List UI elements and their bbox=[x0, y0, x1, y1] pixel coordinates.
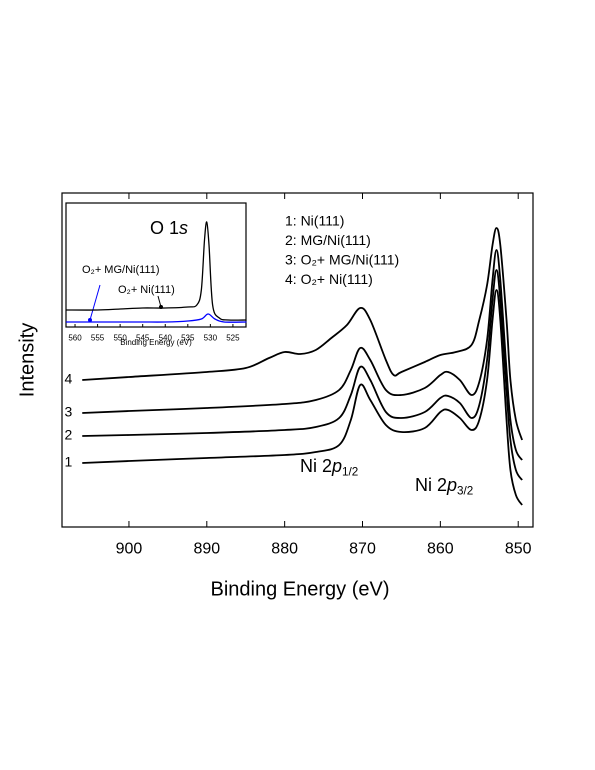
inset-annotation: O₂+ MG/Ni(111) bbox=[82, 264, 160, 276]
x-tick-label: 545 bbox=[136, 333, 150, 342]
x-tick-label: 850 bbox=[505, 541, 532, 558]
annotation-part: p bbox=[446, 475, 457, 495]
series-line bbox=[82, 269, 523, 481]
x-tick-label: 900 bbox=[116, 541, 143, 558]
x-tick-label: 550 bbox=[113, 333, 127, 342]
curve-label: 4 bbox=[64, 371, 72, 387]
x-tick-label: 860 bbox=[427, 541, 454, 558]
annotation-part: Ni 2 bbox=[415, 475, 447, 495]
series-line bbox=[66, 313, 247, 323]
series-line bbox=[82, 227, 523, 441]
y-axis-label: Intensity bbox=[16, 323, 38, 397]
series-line bbox=[82, 249, 523, 461]
legend-entry: 2: MG/Ni(111) bbox=[285, 232, 371, 248]
annotation: Ni 2p3/2 bbox=[415, 475, 473, 498]
series-line bbox=[65, 221, 247, 321]
annotation: Ni 2p1/2 bbox=[300, 456, 358, 479]
legend-entry: 1: Ni(111) bbox=[285, 213, 344, 229]
curve-label: 2 bbox=[64, 427, 72, 443]
x-tick-label: 880 bbox=[271, 541, 298, 558]
pointer-dot bbox=[88, 318, 92, 322]
annotation: O 1s bbox=[150, 218, 188, 238]
inset-x-label: Binding Energy (eV) bbox=[120, 338, 192, 347]
x-tick-label: 540 bbox=[159, 333, 173, 342]
x-tick-label: 530 bbox=[204, 333, 218, 342]
legend-entry: 3: O₂+ MG/Ni(111) bbox=[285, 252, 399, 268]
x-axis-label: Binding Energy (eV) bbox=[211, 578, 390, 600]
annotation-part: O 1 bbox=[150, 218, 179, 238]
series-line bbox=[82, 289, 523, 506]
x-tick-label: 535 bbox=[181, 333, 195, 342]
annotation-part: Ni 2 bbox=[300, 456, 332, 476]
curve-label: 1 bbox=[64, 454, 72, 470]
x-tick-label: 870 bbox=[349, 541, 376, 558]
annotation-part: s bbox=[179, 218, 188, 238]
x-tick-label: 555 bbox=[91, 333, 105, 342]
pointer-line bbox=[89, 284, 101, 321]
x-tick-label: 890 bbox=[193, 541, 220, 558]
curve-label: 3 bbox=[64, 404, 72, 420]
inset-annotation: O₂+ Ni(111) bbox=[118, 284, 175, 296]
inset-frame bbox=[65, 202, 247, 328]
x-tick-label: 560 bbox=[68, 333, 82, 342]
main-frame bbox=[61, 192, 534, 528]
annotation-part: 1/2 bbox=[342, 465, 358, 478]
annotation-part: p bbox=[331, 456, 342, 476]
annotation-part: 3/2 bbox=[457, 484, 473, 497]
x-tick-label: 525 bbox=[226, 333, 240, 342]
legend-entry: 4: O₂+ Ni(111) bbox=[285, 271, 373, 287]
